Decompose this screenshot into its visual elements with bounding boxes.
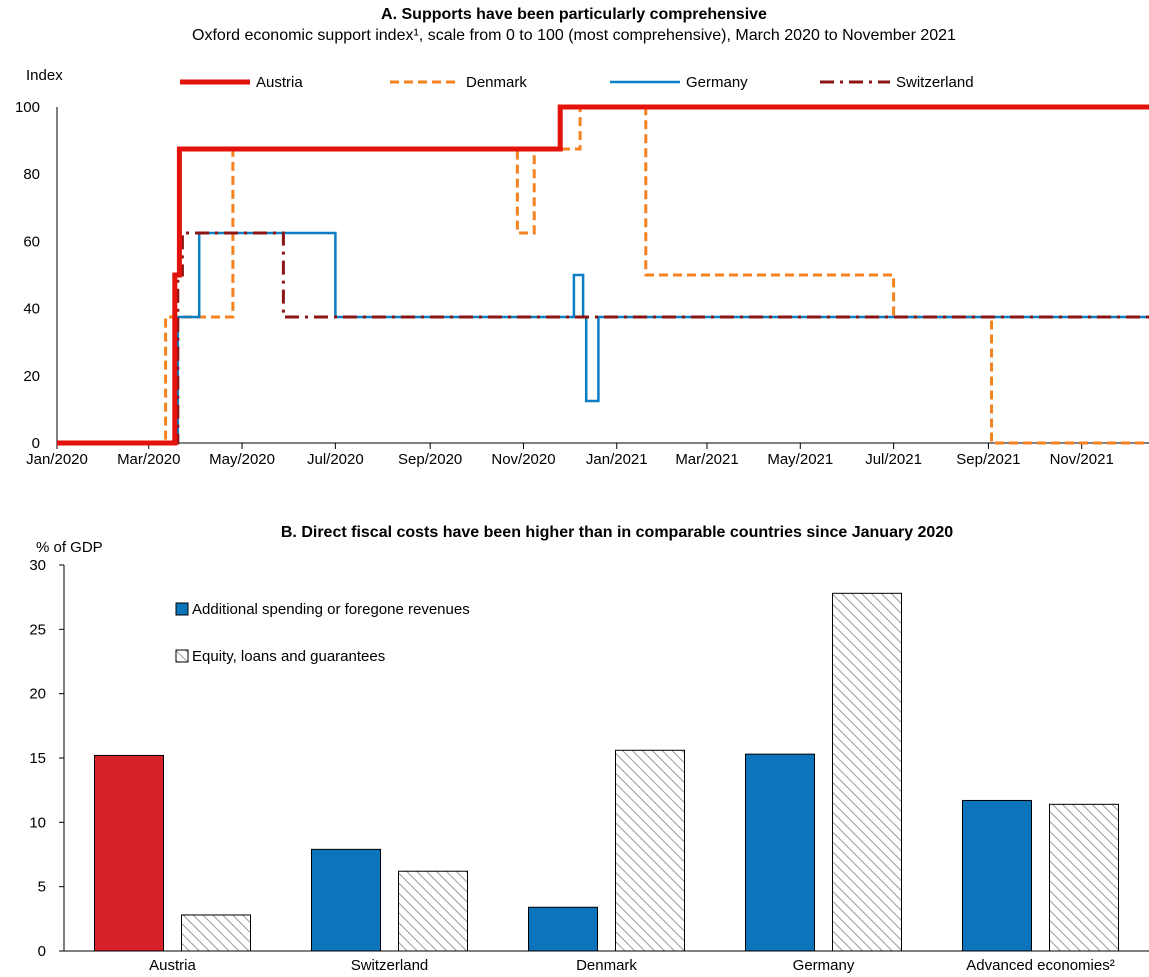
y-tick-label: 20 (23, 368, 40, 385)
legend-label-austria: Austria (256, 74, 303, 91)
x-tick-label: Nov/2020 (491, 451, 555, 468)
series-line-denmark (57, 105, 1149, 445)
bar-equity-0 (181, 914, 251, 952)
panel-b-y-label: % of GDP (36, 539, 103, 556)
y-tick-label: 0 (32, 435, 40, 452)
x-tick-label: Mar/2021 (675, 451, 738, 468)
x-tick-label: Jan/2021 (586, 451, 648, 468)
x-tick-label: Sep/2021 (956, 451, 1020, 468)
x-tick-label: May/2021 (767, 451, 833, 468)
series-line-austria (57, 104, 1149, 446)
y-tick-label: 25 (29, 621, 46, 638)
panel-b-legend: Additional spending or foregone revenues… (175, 601, 470, 665)
panel-b-y-axis: 0 5 10 15 20 25 30 (29, 557, 65, 960)
x-category-label: Switzerland (351, 957, 429, 974)
panel-b-x-axis: Austria Switzerland Denmark Germany Advanced… (64, 950, 1149, 974)
y-tick-label: 5 (38, 879, 46, 896)
y-tick-label: 80 (23, 166, 40, 183)
panel-a-title: A. Supports have been particularly compr… (381, 6, 767, 23)
x-category-label: Advanced economies² (966, 957, 1114, 974)
bar-equity-4 (1049, 803, 1119, 952)
series-line-germany (57, 231, 1149, 445)
x-tick-label: Jul/2021 (865, 451, 922, 468)
legend-label-germany: Germany (686, 74, 748, 91)
bar-spending-1 (311, 848, 381, 952)
y-tick-label: 30 (29, 557, 46, 574)
panel-b-title: B. Direct fiscal costs have been higher … (281, 524, 953, 541)
legend-label-switzerland: Switzerland (896, 74, 974, 91)
y-tick-label: 10 (29, 814, 46, 831)
panel-b: B. Direct fiscal costs have been higher … (29, 524, 1149, 974)
bar-equity-3 (832, 592, 902, 952)
panel-a-legend: Austria Denmark Germany Switzerland (180, 74, 974, 91)
panel-a-plot (57, 104, 1149, 446)
y-tick-label: 15 (29, 750, 46, 767)
x-category-label: Austria (149, 957, 196, 974)
y-tick-label: 20 (29, 686, 46, 703)
panel-a-subtitle: Oxford economic support index¹, scale fr… (192, 27, 956, 44)
panel-b-plot (94, 592, 1119, 952)
x-category-label: Denmark (576, 957, 637, 974)
legend-label-spending: Additional spending or foregone revenues (192, 601, 470, 618)
bar-spending-4 (962, 799, 1032, 952)
panel-a-y-label: Index (26, 67, 63, 84)
x-category-label: Germany (793, 957, 855, 974)
x-tick-label: Nov/2021 (1050, 451, 1114, 468)
legend-swatch-spending (175, 602, 189, 616)
x-tick-label: Sep/2020 (398, 451, 462, 468)
x-tick-label: Jan/2020 (26, 451, 88, 468)
y-tick-label: 40 (23, 301, 40, 318)
x-tick-label: May/2020 (209, 451, 275, 468)
x-tick-label: Jul/2020 (307, 451, 364, 468)
y-tick-label: 100 (15, 99, 40, 116)
legend-label-denmark: Denmark (466, 74, 527, 91)
y-tick-label: 60 (23, 233, 40, 250)
x-tick-label: Mar/2020 (117, 451, 180, 468)
series-line-switzerland (57, 231, 1149, 445)
panel-a: A. Supports have been particularly compr… (15, 6, 1149, 468)
bar-equity-1 (398, 870, 468, 952)
legend-swatch-equity (175, 649, 189, 663)
panel-a-x-axis: Jan/2020 Mar/2020 May/2020 Jul/2020 Sep/2020… (26, 442, 1149, 468)
bar-spending-0 (94, 754, 164, 952)
y-tick-label: 0 (38, 943, 46, 960)
legend-label-equity: Equity, loans and guarantees (192, 648, 385, 665)
bar-spending-2 (528, 906, 598, 952)
panel-a-y-axis: 0 20 40 60 80 100 (15, 99, 58, 452)
bar-spending-3 (745, 753, 815, 952)
bar-equity-2 (615, 749, 685, 952)
